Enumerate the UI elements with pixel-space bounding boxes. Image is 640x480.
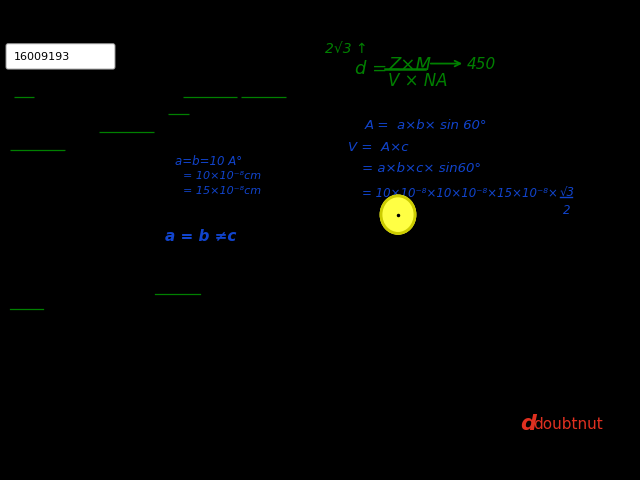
Text: 450: 450 xyxy=(467,57,496,72)
Text: 16009193: 16009193 xyxy=(14,52,70,62)
Text: shown  in  the  figure.  If  density  of  solid  is  2√3: shown in the figure. If density of solid… xyxy=(10,100,301,111)
Circle shape xyxy=(381,196,415,233)
Text: Z×M: Z×M xyxy=(388,56,431,74)
Text: given unit cell?: given unit cell? xyxy=(10,135,98,145)
Text: gm/cm³.  How  many  molecules  are  present  in  the: gm/cm³. How many molecules are present i… xyxy=(10,118,317,128)
Text: = a×b×c× sin60°: = a×b×c× sin60° xyxy=(362,162,481,175)
Text: 60°: 60° xyxy=(164,136,180,145)
Text: = 10×10⁻⁸×10×10⁻⁸×15×10⁻⁸×: = 10×10⁻⁸×10×10⁻⁸×15×10⁻⁸× xyxy=(362,187,558,200)
Text: (a)  6: (a) 6 xyxy=(18,321,51,334)
Text: A =  a×b× sin 60°: A = a×b× sin 60° xyxy=(365,119,488,132)
Text: of solid = 450]: of solid = 450] xyxy=(10,296,95,306)
Text: (d)  4: (d) 4 xyxy=(160,337,194,350)
Text: 2: 2 xyxy=(563,204,570,216)
Text: [Take Avogadro's number = 6 × 10²³, Atomic mass: [Take Avogadro's number = 6 × 10²³, Atom… xyxy=(10,281,303,291)
FancyBboxPatch shape xyxy=(6,44,115,69)
Text: Take: Take xyxy=(15,281,45,292)
Text: = 10×10⁻⁸cm: = 10×10⁻⁸cm xyxy=(183,170,261,180)
Text: (b)  18: (b) 18 xyxy=(160,321,202,334)
Text: d: d xyxy=(520,414,536,434)
Text: 10 Å: 10 Å xyxy=(92,276,115,287)
Text: b: b xyxy=(165,133,173,146)
Text: = 15×10⁻⁸cm: = 15×10⁻⁸cm xyxy=(183,186,261,196)
Text: [: [ xyxy=(10,281,14,291)
Text: V × NA: V × NA xyxy=(388,72,447,90)
Text: 2√3 ↑: 2√3 ↑ xyxy=(325,41,367,56)
Text: V =  A×c: V = A×c xyxy=(348,141,408,154)
Text: a=b=10 A°: a=b=10 A° xyxy=(175,155,242,168)
Text: a: a xyxy=(65,132,72,145)
Text: 15 Å =c: 15 Å =c xyxy=(165,206,206,216)
Text: √3: √3 xyxy=(560,187,575,200)
Text: 120°: 120° xyxy=(86,137,108,146)
Text: a = b ≠c: a = b ≠c xyxy=(165,229,236,244)
Text: (c)  2: (c) 2 xyxy=(18,337,51,350)
Text: d =: d = xyxy=(355,60,393,78)
Text: 90°: 90° xyxy=(58,252,74,261)
Text: doubtnut: doubtnut xyxy=(533,417,603,432)
Text: A  solid  crystallises  in  a  hexagonal  structure  as: A solid crystallises in a hexagonal stru… xyxy=(10,82,305,92)
